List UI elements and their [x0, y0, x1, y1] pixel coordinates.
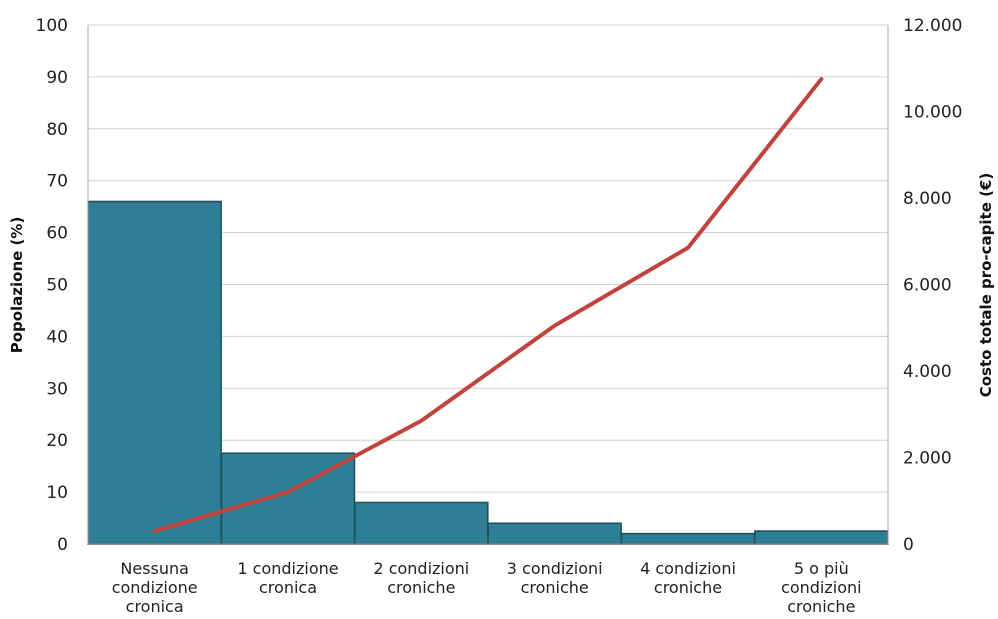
y-tick-label: 40: [46, 327, 68, 347]
y2-tick-label: 8.000: [903, 189, 952, 209]
y-tick-label: 90: [46, 68, 68, 88]
y-tick-label: 100: [36, 16, 68, 36]
bar: [754, 530, 889, 545]
left-axis-ticks: 0 10 20 30 40 50 60 70 80 90 100: [36, 16, 68, 555]
bar: [487, 522, 622, 545]
y2-tick-label: 0: [903, 535, 914, 555]
y2-axis-title: Costo totale pro-capite (€): [977, 173, 995, 398]
y2-tick-label: 4.000: [903, 362, 952, 382]
x-tick-label: 4 condizioni croniche: [640, 559, 736, 597]
x-tick-label: Nessuna condizione cronica: [112, 559, 198, 616]
y-tick-label: 20: [46, 431, 68, 451]
y2-tick-label: 12.000: [903, 16, 962, 36]
y2-tick-label: 10.000: [903, 103, 962, 123]
x-tick-label: 1 condizione cronica: [237, 559, 338, 597]
y-tick-label: 70: [46, 172, 68, 192]
bar: [354, 501, 489, 545]
cost-line: [152, 77, 824, 534]
cost-line-series: [152, 77, 824, 534]
y-tick-label: 60: [46, 224, 68, 244]
x-tick-label: 5 o più condizioni croniche: [781, 559, 862, 616]
x-tick-label: 3 condizioni croniche: [507, 559, 603, 597]
category-labels: Nessuna condizione cronica 1 condizione cron…: [112, 559, 862, 616]
bar: [620, 532, 756, 545]
y-tick-label: 10: [46, 483, 68, 503]
y2-tick-label: 2.000: [903, 449, 952, 469]
y-tick-label: 30: [46, 379, 68, 399]
y-tick-label: 80: [46, 120, 68, 140]
y2-tick-label: 6.000: [903, 276, 952, 296]
y-tick-label: 50: [46, 276, 68, 296]
right-axis-ticks: 0 2.000 4.000 6.000 8.000 10.000 12.000: [903, 16, 962, 555]
x-tick-label: 2 condizioni croniche: [373, 559, 469, 597]
bar: [87, 200, 222, 545]
y-axis-title: Popolazione (%): [8, 217, 26, 354]
plot-frame: [87, 24, 889, 545]
y-tick-label: 0: [57, 535, 68, 555]
